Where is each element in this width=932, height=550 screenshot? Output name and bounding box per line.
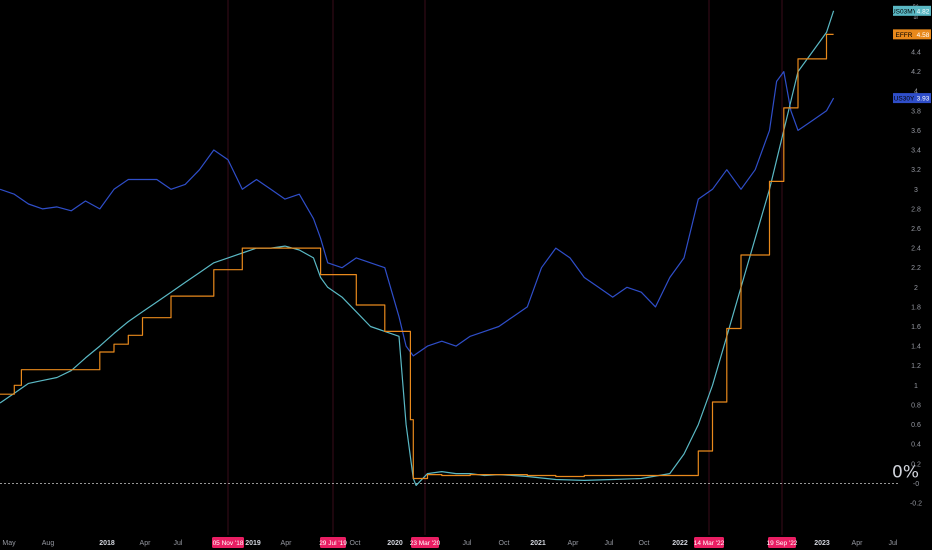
event-flag-label: 14 Mar '22 (694, 540, 725, 547)
x-tick-label: Apr (852, 540, 864, 547)
series-value-bg (915, 29, 931, 40)
y-tick-label: 4.4 (911, 50, 921, 57)
event-flag[interactable]: 05 Nov '18 (212, 537, 244, 548)
series-name-label: EFFR (896, 32, 913, 39)
x-tick-label: Oct (499, 540, 510, 547)
series-value-bg (915, 5, 931, 16)
y-tick-label: 1.4 (911, 344, 921, 351)
last-value-tags: US30Y 3.93 US03MY 4.82 EFFR 4.58 (891, 5, 931, 104)
x-tick-label: Oct (350, 540, 361, 547)
y-tick-label: 2.8 (911, 206, 921, 213)
x-tick-label: Jul (889, 540, 898, 547)
event-flag-label: 19 Sep '22 (767, 540, 798, 547)
series-layer (0, 10, 835, 486)
series-name-bg (893, 93, 915, 104)
x-tick-label: Apr (281, 540, 293, 547)
x-tick-label: 2022 (672, 540, 688, 547)
y-tick-label: 3.6 (911, 128, 921, 135)
y-tick-label: -0 (913, 481, 919, 488)
x-tick-label: 2023 (814, 540, 830, 547)
event-flag-bg (768, 537, 796, 548)
x-tick-label: 2019 (245, 540, 261, 547)
series-line-effr[interactable] (0, 33, 834, 480)
event-flag[interactable]: 14 Mar '22 (694, 537, 725, 548)
series-line-us03my[interactable] (0, 10, 835, 486)
y-tick-label: 2.4 (911, 246, 921, 253)
y-tick-label: 1 (914, 383, 918, 390)
y-tick-label: 4.2 (911, 69, 921, 76)
y-tick-label: 4 (914, 89, 918, 96)
y-tick-label: 1.6 (911, 324, 921, 331)
series-last-value: 3.93 (917, 96, 930, 103)
x-tick-label: Aug (42, 540, 55, 547)
x-tick-label: May (2, 540, 16, 547)
last-value-tag-us03my: US03MY 4.82 (891, 5, 931, 16)
series-name-bg (893, 5, 915, 16)
y-tick-label: 3.8 (911, 108, 921, 115)
y-tick-label: 1.8 (911, 304, 921, 311)
event-flag-bg (320, 537, 346, 548)
last-value-tag-us30y: US30Y 3.93 (893, 93, 931, 104)
vertical-gridlines (227, 0, 783, 535)
event-flag[interactable]: 23 Mar '20 (410, 537, 441, 548)
event-flags: 05 Nov '18 29 Jul '19 23 Mar '20 14 Mar '22… (212, 537, 798, 548)
y-tick-label: 0.2 (911, 461, 921, 468)
zero-percent-label: 0% (892, 462, 919, 482)
event-flag-label: 23 Mar '20 (410, 540, 441, 547)
series-line-us30y[interactable] (0, 71, 835, 357)
event-flag-bg (212, 537, 244, 548)
x-axis: MayAug2018AprJulO2019AprOct2020JulOct202… (2, 540, 898, 547)
series-name-label: US30Y (894, 96, 915, 103)
y-tick-label: 3 (914, 187, 918, 194)
series-name-bg (893, 29, 915, 40)
series-name-label: US03MY (891, 8, 918, 15)
y-tick-label: 0.8 (911, 402, 921, 409)
y-tick-label: 3.4 (911, 148, 921, 155)
y-tick-label: 2 (914, 285, 918, 292)
event-flag[interactable]: 19 Sep '22 (767, 537, 798, 548)
series-last-value: 4.58 (917, 32, 930, 39)
x-tick-label: Jul (605, 540, 614, 547)
y-tick-label: 0.6 (911, 422, 921, 429)
event-flag-bg (694, 537, 724, 548)
y-axis-scale-icon[interactable]: ⇵ (913, 14, 919, 21)
zero-line-group: 0% (0, 462, 919, 484)
y-tick-label: -0.2 (910, 501, 922, 508)
series-value-bg (915, 93, 931, 104)
x-tick-label: 2018 (99, 540, 115, 547)
event-flag-label: 29 Jul '19 (319, 540, 347, 547)
x-tick-label: Jul (463, 540, 472, 547)
event-flag-label: 05 Nov '18 (213, 540, 244, 547)
y-tick-label: 0.4 (911, 442, 921, 449)
y-tick-label: 3.2 (911, 167, 921, 174)
x-tick-label: 2020 (387, 540, 403, 547)
x-tick-label: Apr (568, 540, 580, 547)
x-tick-label: 2021 (530, 540, 546, 547)
last-value-tag-effr: EFFR 4.58 (893, 29, 931, 40)
series-last-value: 4.82 (917, 8, 930, 15)
x-tick-label: Oct (639, 540, 650, 547)
event-flag[interactable]: 29 Jul '19 (319, 537, 347, 548)
y-tick-label: 2.6 (911, 226, 921, 233)
event-flag-bg (411, 537, 439, 548)
x-tick-label: Jul (174, 540, 183, 547)
y-tick-label: 2.2 (911, 265, 921, 272)
y-axis: % ⇵ 4.44.243.83.63.43.232.82.62.42.221.8… (910, 4, 922, 508)
x-tick-label: Apr (140, 540, 152, 547)
y-tick-label: 1.2 (911, 363, 921, 370)
